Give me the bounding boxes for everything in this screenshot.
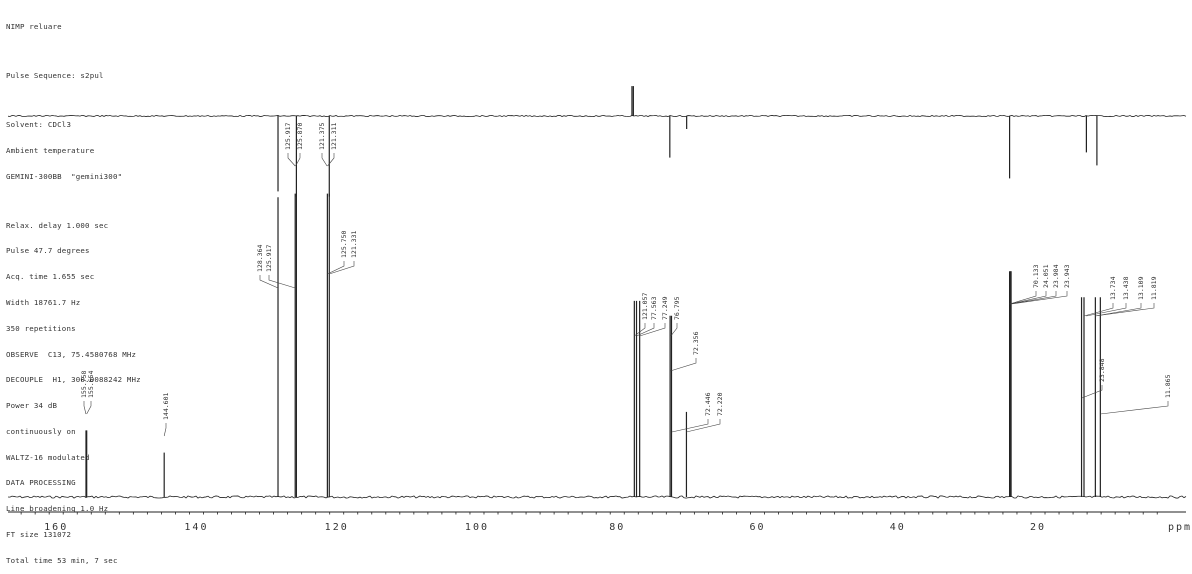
- axis-tick-label: 20: [1030, 522, 1046, 533]
- peak-leader: [670, 358, 697, 372]
- peak-label: 125.917: [284, 123, 292, 150]
- peak-leader: [1009, 291, 1047, 305]
- peak-label: 24.051: [1042, 264, 1050, 288]
- peak-leader: [163, 423, 167, 437]
- peak-leader: [639, 323, 666, 337]
- axis-tick-label: 120: [325, 522, 349, 533]
- peak-leader: [259, 275, 279, 289]
- param-line: Total time 53 min, 7 sec: [6, 555, 118, 565]
- peak-label: 125.917: [265, 245, 273, 272]
- peak-label: 121.311: [330, 123, 338, 150]
- peak-label: 23.943: [1063, 264, 1071, 288]
- peak-leader: [327, 261, 345, 275]
- peak-label: 72.446: [704, 392, 712, 416]
- ppm-axis: 160 140 120 100 80 60 40 20 ppm: [8, 511, 1192, 533]
- peak-leader: [1095, 303, 1155, 317]
- peak-label: 23.848: [1098, 358, 1106, 382]
- param-line: DECOUPLE H1, 300.0088242 MHz: [6, 375, 141, 385]
- peak-label: 125.750: [340, 231, 348, 258]
- param-line: Line broadening 1.0 Hz: [6, 504, 109, 514]
- peak-label: 13.734: [1109, 276, 1117, 300]
- peak-leader: [1083, 303, 1114, 317]
- peak-leader: [686, 419, 721, 433]
- peak-leader: [1095, 303, 1142, 317]
- peak-label: 76.795: [673, 296, 681, 320]
- param-line: GEMINI-300BB "gemini300": [6, 171, 123, 181]
- param-line: DATA PROCESSING: [6, 478, 76, 488]
- peak-label: 11.865: [1164, 374, 1172, 398]
- axis-tick-label: 40: [890, 522, 906, 533]
- peak-leader: [1010, 291, 1057, 305]
- main-spectrum-trace: [7, 193, 1187, 499]
- peak-leader: [1086, 303, 1127, 317]
- param-line: Pulse Sequence: s2pul: [6, 71, 104, 81]
- param-line: OBSERVE C13, 75.4580768 MHz: [6, 349, 137, 359]
- param-line: Pulse 47.7 degrees: [6, 246, 90, 256]
- peak-leader: [327, 153, 335, 167]
- peak-label: 155.758: [80, 371, 88, 398]
- peak-leader: [287, 153, 296, 167]
- peak-leader: [295, 153, 301, 167]
- peak-label: 155.654: [87, 371, 95, 398]
- peak-label: 13.438: [1122, 276, 1130, 300]
- param-line: Relax. delay 1.000 sec: [6, 220, 109, 230]
- axis-tick-label: 100: [465, 522, 489, 533]
- peak-leader: [86, 401, 92, 415]
- peak-label: 77.249: [661, 296, 669, 320]
- peak-leader: [1100, 401, 1169, 415]
- peak-label: 13.109: [1137, 276, 1145, 300]
- param-line: Acq. time 1.655 sec: [6, 272, 95, 282]
- peak-leader: [634, 323, 646, 337]
- peak-leader: [636, 323, 655, 337]
- peak-label: 11.819: [1150, 276, 1158, 300]
- peak-label: 128.364: [256, 245, 264, 272]
- peak-label: 72.220: [716, 392, 724, 416]
- peak-leader: [83, 401, 87, 415]
- axis-tick-label: 80: [609, 522, 625, 533]
- peak-label: 121.375: [318, 123, 326, 150]
- peak-leader: [329, 261, 355, 275]
- param-line: 350 repetitions: [6, 323, 76, 333]
- peak-label: 144.601: [162, 393, 170, 420]
- param-line: Solvent: CDCl3: [6, 120, 72, 130]
- main-baseline: [7, 495, 1187, 499]
- peak-label: 121.331: [350, 231, 358, 258]
- param-line: continuously on: [6, 426, 76, 436]
- param-line: Power 34 dB: [6, 401, 58, 411]
- axis-tick-label: 140: [184, 522, 208, 533]
- param-line: Ambient temperature: [6, 145, 95, 155]
- peak-leader: [1010, 291, 1068, 305]
- peak-label: 121.057: [641, 293, 649, 320]
- peak-leader: [321, 153, 328, 167]
- peak-leader: [671, 419, 709, 433]
- peak-leader: [670, 323, 678, 337]
- peak-label: 125.870: [296, 123, 304, 150]
- peak-label: 77.563: [650, 296, 658, 320]
- peak-leader: [1081, 385, 1103, 399]
- peak-label: 70.133: [1032, 264, 1040, 288]
- param-line: Width 18761.7 Hz: [6, 298, 81, 307]
- param-line: NIMP reluare: [6, 22, 62, 32]
- dept-spectrum-trace: [7, 86, 1187, 197]
- peak-leader: [1009, 291, 1037, 305]
- axis-tick-label: 160: [44, 522, 68, 533]
- peak-leader: [268, 275, 296, 289]
- axis-tick-label: 60: [749, 522, 765, 533]
- peak-label: 23.984: [1052, 264, 1060, 288]
- dept-baseline: [7, 114, 1187, 118]
- param-line: WALTZ-16 modulated: [6, 452, 90, 462]
- axis-unit-label: ppm: [1168, 522, 1192, 533]
- peak-label: 72.356: [692, 331, 700, 355]
